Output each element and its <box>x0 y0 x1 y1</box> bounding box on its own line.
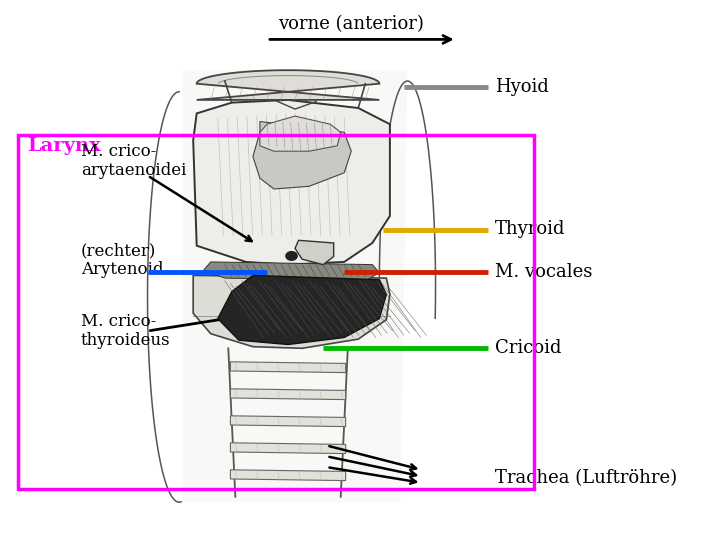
Text: Arytenoid: Arytenoid <box>81 261 163 279</box>
Polygon shape <box>230 443 346 454</box>
Text: M. vocales: M. vocales <box>495 262 593 281</box>
Polygon shape <box>253 122 351 189</box>
Polygon shape <box>217 275 387 345</box>
Polygon shape <box>295 240 333 265</box>
Text: vorne (anterior): vorne (anterior) <box>279 15 424 33</box>
Text: Hyoid: Hyoid <box>495 78 549 97</box>
Text: Trachea (Luftröhre): Trachea (Luftröhre) <box>495 469 678 487</box>
Polygon shape <box>193 100 390 265</box>
Polygon shape <box>230 470 346 481</box>
Bar <box>17 135 534 489</box>
Polygon shape <box>183 70 408 502</box>
Polygon shape <box>193 275 390 348</box>
Text: Thyroid: Thyroid <box>495 220 566 239</box>
Circle shape <box>286 252 297 260</box>
Polygon shape <box>260 116 341 151</box>
Polygon shape <box>230 416 346 427</box>
Polygon shape <box>230 389 346 400</box>
Text: thyroideus: thyroideus <box>81 332 171 349</box>
Text: M. crico-: M. crico- <box>81 313 156 330</box>
Text: arytaenoidei: arytaenoidei <box>81 161 186 179</box>
Text: Larynx: Larynx <box>27 137 101 155</box>
Text: (rechter): (rechter) <box>81 242 156 260</box>
Polygon shape <box>197 70 379 100</box>
Polygon shape <box>230 362 346 373</box>
Text: M. crico-: M. crico- <box>81 143 156 160</box>
Polygon shape <box>204 262 379 281</box>
Text: Cricoid: Cricoid <box>495 339 562 357</box>
